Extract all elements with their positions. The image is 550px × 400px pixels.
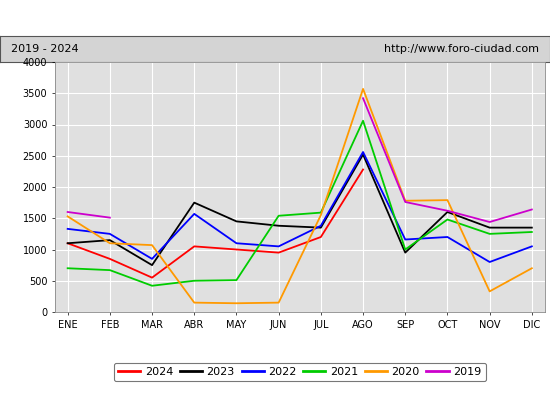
Legend: 2024, 2023, 2022, 2021, 2020, 2019: 2024, 2023, 2022, 2021, 2020, 2019 <box>114 362 486 382</box>
Text: Evolucion Nº Turistas Nacionales en el municipio de Segura de la Sierra: Evolucion Nº Turistas Nacionales en el m… <box>38 12 512 24</box>
Text: 2019 - 2024: 2019 - 2024 <box>11 44 79 54</box>
Text: http://www.foro-ciudad.com: http://www.foro-ciudad.com <box>384 44 539 54</box>
